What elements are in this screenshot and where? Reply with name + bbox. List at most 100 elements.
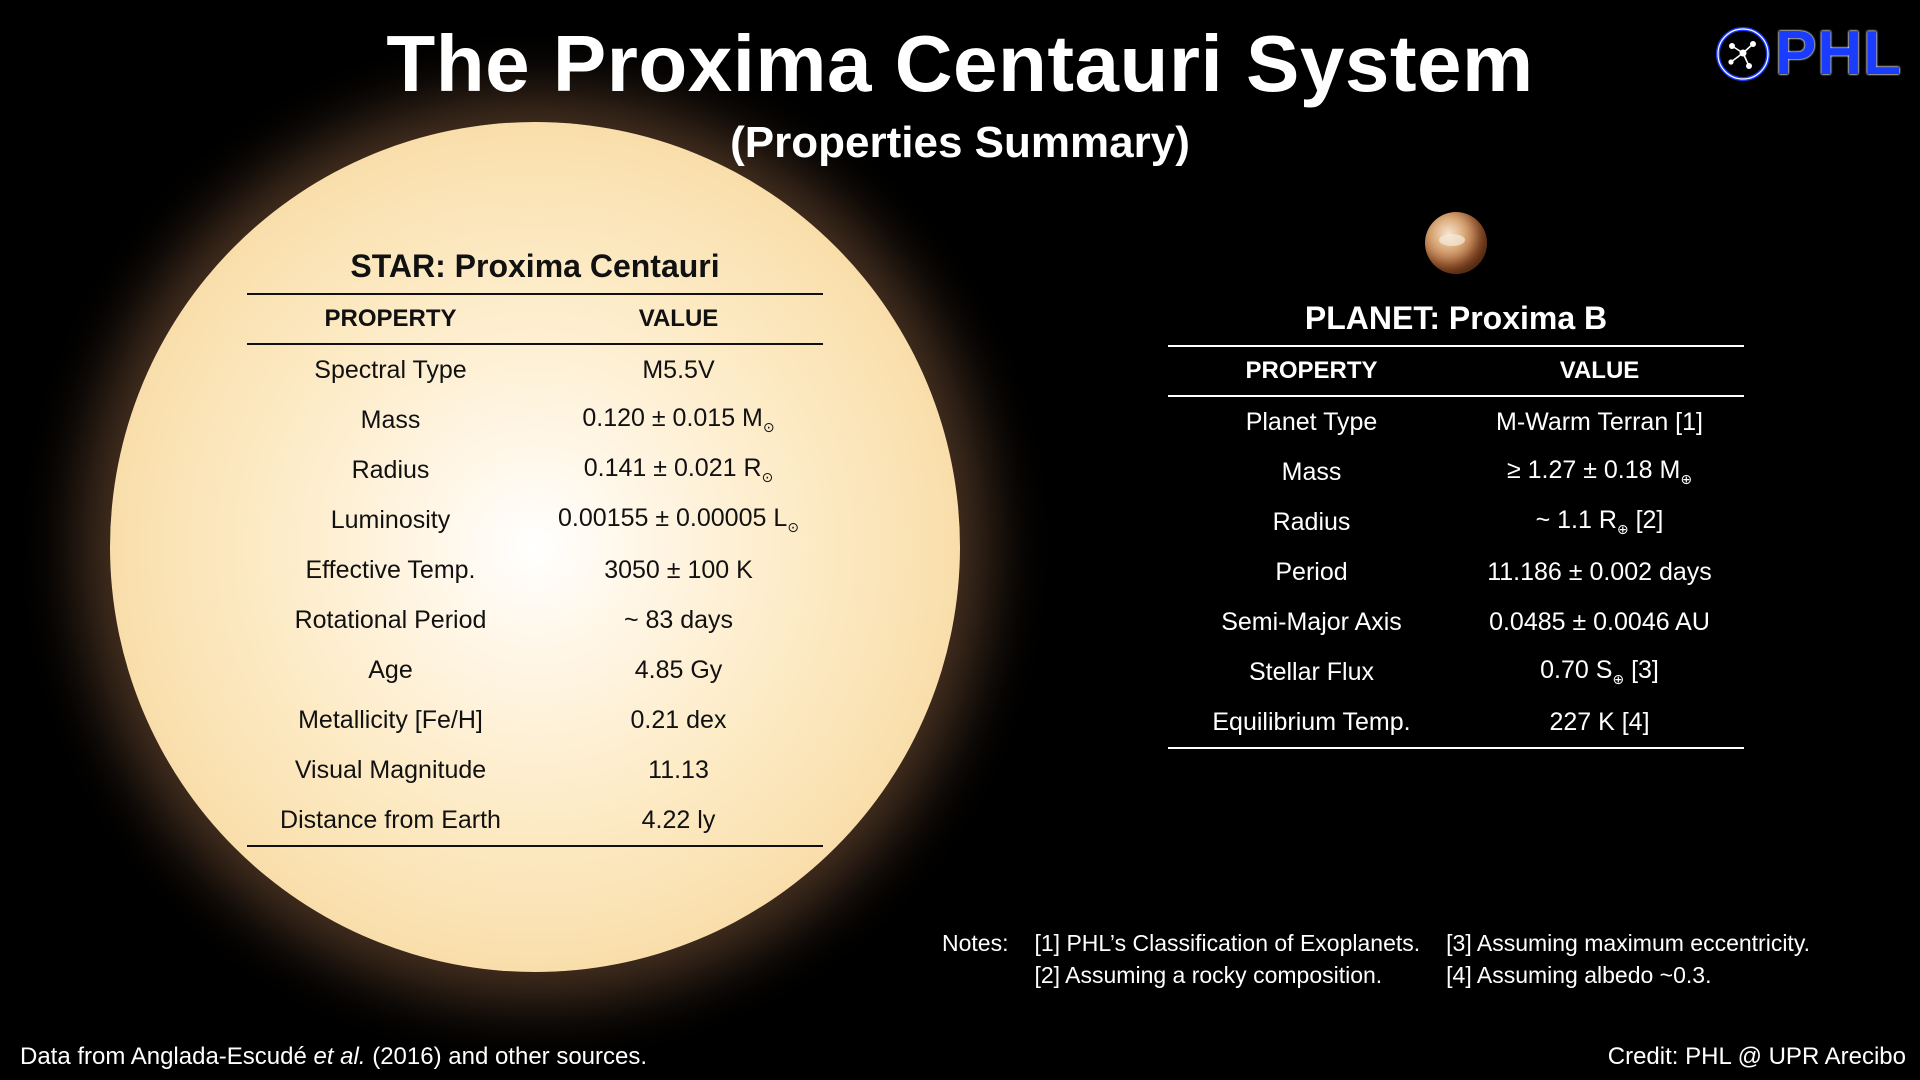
value-text: 227 K [4] <box>1549 707 1650 736</box>
table-row: Radius ~ 1.1 R⊕ [2] <box>1168 497 1744 547</box>
table-row: Stellar Flux 0.70 S⊕ [3] <box>1168 647 1744 697</box>
property-cell: Stellar Flux <box>1248 657 1375 686</box>
property-cell: Spectral Type <box>314 355 467 384</box>
property-cell: Age <box>368 655 413 684</box>
notes-section: Notes: [1] PHL’s Classification of Exopl… <box>942 930 1810 989</box>
table-row: Luminosity 0.00155 ± 0.00005 L⊙ <box>247 495 823 545</box>
table-row: Semi-Major Axis 0.0485 ± 0.0046 AU <box>1168 597 1744 647</box>
value-cell: 11.186 ± 0.002 days <box>1455 547 1744 597</box>
value-text: 11.186 ± 0.002 days <box>1487 557 1712 586</box>
value-cell: 0.21 dex <box>534 695 823 745</box>
table-row: Period 11.186 ± 0.002 days <box>1168 547 1744 597</box>
planet-properties-table: PLANET: Proxima B PROPERTY VALUE Planet … <box>1168 300 1744 749</box>
notes-label: Notes: <box>942 930 1009 956</box>
star-table-heading: STAR: Proxima Centauri <box>350 248 720 284</box>
value-cell: 0.141 ± 0.021 R⊙ <box>534 445 823 495</box>
table-row: Equilibrium Temp. 227 K [4] <box>1168 697 1744 749</box>
value-text: M-Warm Terran [1] <box>1496 407 1703 436</box>
note-1: [1] PHL’s Classification of Exoplanets. <box>1034 930 1421 956</box>
table-row: Age 4.85 Gy <box>247 645 823 695</box>
value-text: 0.141 ± 0.021 R <box>583 454 762 482</box>
value-cell: ≥ 1.27 ± 0.18 M⊕ <box>1455 447 1744 497</box>
value-cell: 0.0485 ± 0.0046 AU <box>1455 597 1744 647</box>
table-row: Effective Temp. 3050 ± 100 K <box>247 545 823 595</box>
table-row: Distance from Earth 4.22 ly <box>247 795 823 847</box>
property-column-header: PROPERTY <box>1168 345 1455 397</box>
property-cell: Distance from Earth <box>247 795 534 847</box>
value-cell: 3050 ± 100 K <box>534 545 823 595</box>
unit-subscript: ⊙ <box>761 469 774 485</box>
value-text: 0.70 S <box>1540 656 1613 684</box>
source-italic: et al. <box>313 1043 366 1070</box>
unit-subscript: ⊕ <box>1680 471 1693 487</box>
value-column-header: VALUE <box>534 293 823 345</box>
property-column-header: PROPERTY <box>247 293 534 345</box>
property-cell: Mass <box>360 405 421 434</box>
value-text: ≥ 1.27 ± 0.18 M <box>1506 456 1681 484</box>
value-cell: 0.70 S⊕ [3] <box>1455 647 1744 697</box>
planet-table-heading: PLANET: Proxima B <box>1304 300 1608 336</box>
value-text: 11.13 <box>648 755 709 784</box>
source-suffix: (2016) and other sources. <box>365 1043 648 1070</box>
value-text: ~ 83 days <box>623 605 734 634</box>
value-cell: M-Warm Terran [1] <box>1455 396 1744 447</box>
table-header-row: PROPERTY VALUE <box>1168 345 1744 397</box>
table-row: Mass 0.120 ± 0.015 M⊙ <box>247 395 823 445</box>
source-prefix: Data from Anglada-Escudé <box>20 1043 314 1070</box>
table-row: Radius 0.141 ± 0.021 R⊙ <box>247 445 823 495</box>
table-row: Metallicity [Fe/H] 0.21 dex <box>247 695 823 745</box>
value-text: M5.5V <box>642 355 715 384</box>
note-2: [2] Assuming a rocky composition. <box>1034 962 1383 988</box>
logo-text: PHL <box>1775 19 1902 88</box>
constellation-icon <box>1716 26 1770 81</box>
note-4: [4] Assuming albedo ~0.3. <box>1446 962 1712 988</box>
value-cell: M5.5V <box>534 344 823 395</box>
property-cell: Rotational Period <box>294 605 487 634</box>
property-cell: Metallicity [Fe/H] <box>298 705 483 734</box>
value-text: ~ 1.1 R <box>1535 506 1617 534</box>
table-row: Rotational Period ~ 83 days <box>247 595 823 645</box>
property-cell: Planet Type <box>1245 407 1378 436</box>
unit-subscript: ⊕ <box>1612 671 1625 687</box>
value-cell: 11.13 <box>534 745 823 795</box>
property-cell: Semi-Major Axis <box>1221 607 1402 636</box>
property-cell: Effective Temp. <box>305 555 476 584</box>
value-suffix: [2] <box>1628 506 1664 534</box>
value-text: 0.120 ± 0.015 M <box>582 404 763 432</box>
value-text: 0.0485 ± 0.0046 AU <box>1489 607 1710 636</box>
phl-logo: PHL <box>1715 18 1902 89</box>
value-cell: 4.22 ly <box>534 795 823 847</box>
property-cell: Mass <box>1281 457 1342 486</box>
table-row: Planet Type M-Warm Terran [1] <box>1168 396 1744 447</box>
value-text: 4.85 Gy <box>634 655 723 684</box>
image-credit: Credit: PHL @ UPR Arecibo <box>1607 1043 1906 1070</box>
property-cell: Radius <box>1272 507 1351 536</box>
table-row: Visual Magnitude 11.13 <box>247 745 823 795</box>
property-cell: Equilibrium Temp. <box>1168 697 1455 749</box>
note-3: [3] Assuming maximum eccentricity. <box>1446 930 1811 956</box>
value-cell: ~ 83 days <box>534 595 823 645</box>
planet-image <box>1425 212 1487 274</box>
property-cell: Period <box>1275 557 1348 586</box>
value-text: 0.00155 ± 0.00005 L <box>558 504 788 532</box>
table-row: Mass ≥ 1.27 ± 0.18 M⊕ <box>1168 447 1744 497</box>
value-text: 0.21 dex <box>630 705 727 734</box>
value-text: 4.22 ly <box>641 805 716 834</box>
value-column-header: VALUE <box>1455 345 1744 397</box>
property-cell: Luminosity <box>330 505 451 534</box>
value-suffix: [3] <box>1624 656 1659 684</box>
unit-subscript: ⊕ <box>1616 521 1629 537</box>
value-cell: 4.85 Gy <box>534 645 823 695</box>
value-cell: 227 K [4] <box>1455 697 1744 749</box>
star-properties-table: STAR: Proxima Centauri PROPERTY VALUE Sp… <box>247 248 823 847</box>
property-cell: Visual Magnitude <box>294 755 487 784</box>
value-cell: ~ 1.1 R⊕ [2] <box>1455 497 1744 547</box>
unit-subscript: ⊙ <box>787 519 799 535</box>
table-row: Spectral Type M5.5V <box>247 344 823 395</box>
property-cell: Radius <box>351 455 430 484</box>
value-text: 3050 ± 100 K <box>604 555 753 584</box>
page-subtitle: (Properties Summary) <box>730 118 1190 167</box>
value-cell: 0.120 ± 0.015 M⊙ <box>534 395 823 445</box>
unit-subscript: ⊙ <box>762 419 775 435</box>
table-header-row: PROPERTY VALUE <box>247 293 823 345</box>
